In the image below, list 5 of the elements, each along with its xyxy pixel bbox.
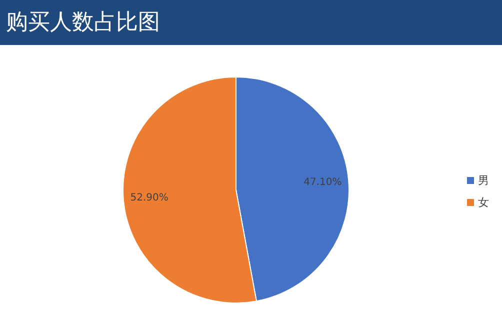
data-label: 52.90% [130,192,168,204]
data-label: 47.10% [304,176,342,188]
legend-label: 女 [478,196,489,210]
chart-title: 购买人数占比图 [6,10,160,35]
legend-label: 男 [478,174,489,188]
